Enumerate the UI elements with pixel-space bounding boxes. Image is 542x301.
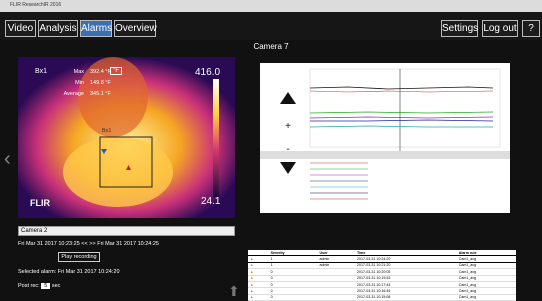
- thermal-image: [18, 57, 235, 218]
- camera-title: Camera 7: [0, 42, 542, 51]
- logo: FLIR: [30, 198, 50, 208]
- scroll-up-icon[interactable]: ⬆: [228, 283, 240, 300]
- nav-button[interactable]: Video: [5, 20, 36, 37]
- window-title: FLIR ResearchIR 2016: [10, 2, 61, 8]
- title-bar: FLIR ResearchIR 2016: [0, 0, 542, 12]
- nav-button[interactable]: Alarms: [80, 20, 112, 37]
- post-rec: Post rec: 5 sec: [18, 283, 60, 289]
- next-button[interactable]: >>: [89, 241, 95, 247]
- stat-value: 345.1 °F: [90, 91, 111, 97]
- prev-button[interactable]: <<: [81, 241, 87, 247]
- nav-button[interactable]: ?: [522, 20, 540, 37]
- roi-label: Bx1: [102, 128, 111, 134]
- table-cell: 2017-03-31 10:15:08: [355, 294, 457, 300]
- post-rec-value[interactable]: 5: [41, 283, 50, 289]
- range-start: Fri Mar 31 2017 10:23:25: [18, 241, 80, 247]
- selected-alarm: Selected alarm: Fri Mar 31 2017 10:24:20: [18, 269, 120, 275]
- selected-alarm-label: Selected alarm:: [18, 269, 56, 275]
- nav-button[interactable]: Settings: [441, 20, 478, 37]
- stat-label: Min: [64, 80, 84, 86]
- scale-max: 416.0: [195, 67, 220, 78]
- box-label: Bx1: [35, 68, 47, 75]
- camera-select[interactable]: Camera 2: [18, 226, 235, 236]
- nav-button[interactable]: Overview: [114, 20, 156, 37]
- stat-label: Max: [64, 69, 84, 75]
- trend-panel: + -: [248, 57, 518, 218]
- play-button[interactable]: Play recording: [58, 252, 100, 262]
- stat-value: 149.8 °F: [90, 80, 111, 86]
- time-range: Fri Mar 31 2017 10:23:25 << >> Fri Mar 3…: [18, 241, 159, 247]
- post-rec-unit: sec: [52, 283, 61, 289]
- scale-min: 24.1: [201, 196, 220, 207]
- table-cell: Cam1_avg: [457, 294, 516, 300]
- table-cell: [318, 294, 356, 300]
- table-cell: 0: [269, 294, 318, 300]
- range-end: Fri Mar 31 2017 10:24:25: [97, 241, 159, 247]
- stat-label: Average: [54, 91, 84, 97]
- camera-select-value: Camera 2: [21, 228, 47, 234]
- prev-arrow[interactable]: ‹: [4, 148, 11, 171]
- stat-value: 392.4 °F: [90, 69, 111, 75]
- svg-text:+: +: [285, 121, 291, 132]
- nav-button[interactable]: Log out: [482, 20, 518, 37]
- app: FLIR ResearchIR 2016 Video Analysis Alar…: [0, 0, 542, 301]
- unit-selector[interactable]: °F: [110, 67, 122, 75]
- selected-alarm-time: Fri Mar 31 2017 10:24:20: [58, 269, 120, 275]
- nav-button[interactable]: Analysis: [38, 20, 78, 37]
- warning-icon: ▲: [248, 294, 269, 300]
- post-rec-label: Post rec:: [18, 283, 40, 289]
